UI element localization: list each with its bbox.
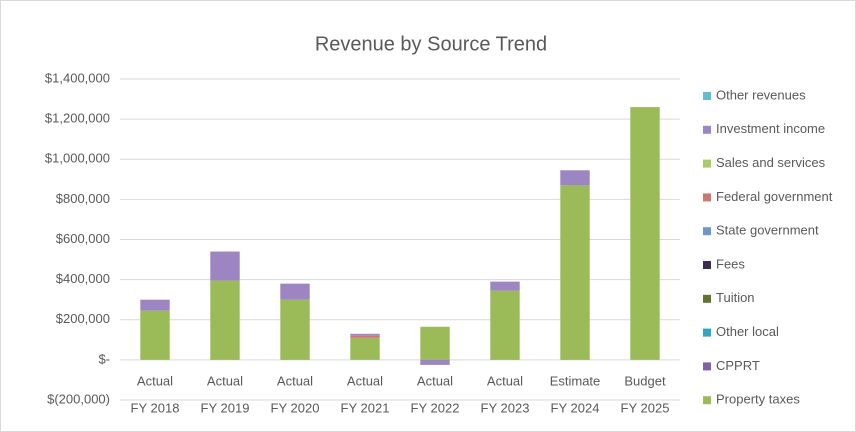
- legend-label: Property taxes: [716, 392, 800, 407]
- legend-swatch: [703, 125, 711, 134]
- legend-swatch: [703, 193, 711, 202]
- chart-title: Revenue by Source Trend: [315, 33, 547, 55]
- legend-label: Fees: [716, 256, 745, 271]
- y-tick-label: $600,000: [56, 231, 110, 246]
- x-tick-label: FY 2023: [481, 400, 530, 415]
- bar-segment: [630, 107, 660, 360]
- y-tick-label: $200,000: [56, 311, 110, 326]
- bar-segment: [490, 290, 520, 360]
- legend-label: Investment income: [716, 121, 825, 136]
- bar-segment: [350, 333, 380, 336]
- y-tick-label: $1,000,000: [45, 151, 110, 166]
- legend-label: Sales and services: [716, 155, 826, 170]
- x-tick-label: FY 2024: [551, 400, 600, 415]
- legend-swatch: [703, 362, 711, 371]
- bar-segment: [350, 335, 380, 338]
- legend-swatch: [703, 294, 711, 303]
- legend-swatch: [703, 159, 711, 168]
- y-tick-label: $(200,000): [47, 391, 110, 406]
- bar-segment: [560, 185, 590, 360]
- x-tick-label: Actual: [417, 373, 453, 388]
- bar-segment: [420, 326, 450, 360]
- legend-label: CPPRT: [716, 358, 760, 373]
- bar-segment: [140, 310, 170, 360]
- bar-segment: [350, 337, 380, 360]
- x-tick-label: Actual: [347, 373, 383, 388]
- legend-swatch: [703, 328, 711, 337]
- x-tick-label: FY 2025: [621, 400, 670, 415]
- bar-segment: [280, 283, 310, 300]
- legend-swatch: [703, 396, 711, 405]
- legend-label: Tuition: [716, 290, 755, 305]
- legend-label: Other revenues: [716, 87, 806, 102]
- x-tick-label: Actual: [487, 373, 523, 388]
- x-tick-label: FY 2018: [131, 400, 180, 415]
- x-tick-label: FY 2022: [411, 400, 460, 415]
- legend-label: Other local: [716, 324, 779, 339]
- x-tick-label: Actual: [277, 373, 313, 388]
- x-tick-label: FY 2021: [341, 400, 390, 415]
- legend-swatch: [703, 261, 711, 269]
- legend-label: Federal government: [716, 189, 833, 204]
- x-tick-label: Actual: [137, 373, 173, 388]
- bar-segment: [140, 299, 170, 311]
- bar-segment: [210, 251, 240, 281]
- legend-label: State government: [716, 223, 819, 238]
- legend-swatch: [703, 92, 711, 100]
- x-tick-label: Budget: [624, 373, 666, 388]
- y-tick-label: $800,000: [56, 191, 110, 206]
- y-tick-label: $-: [98, 351, 110, 366]
- y-tick-label: $400,000: [56, 271, 110, 286]
- bar-segment: [210, 280, 240, 360]
- x-tick-label: Estimate: [550, 373, 601, 388]
- y-tick-label: $1,200,000: [45, 111, 110, 126]
- x-tick-label: FY 2019: [201, 400, 250, 415]
- y-tick-label: $1,400,000: [45, 70, 110, 85]
- bar-segment: [280, 299, 310, 360]
- bar-segment: [420, 359, 450, 365]
- bar-segment: [490, 281, 520, 291]
- x-tick-label: Actual: [207, 373, 243, 388]
- legend-swatch: [703, 227, 711, 236]
- bar-segment: [560, 170, 590, 186]
- x-tick-label: FY 2020: [271, 400, 320, 415]
